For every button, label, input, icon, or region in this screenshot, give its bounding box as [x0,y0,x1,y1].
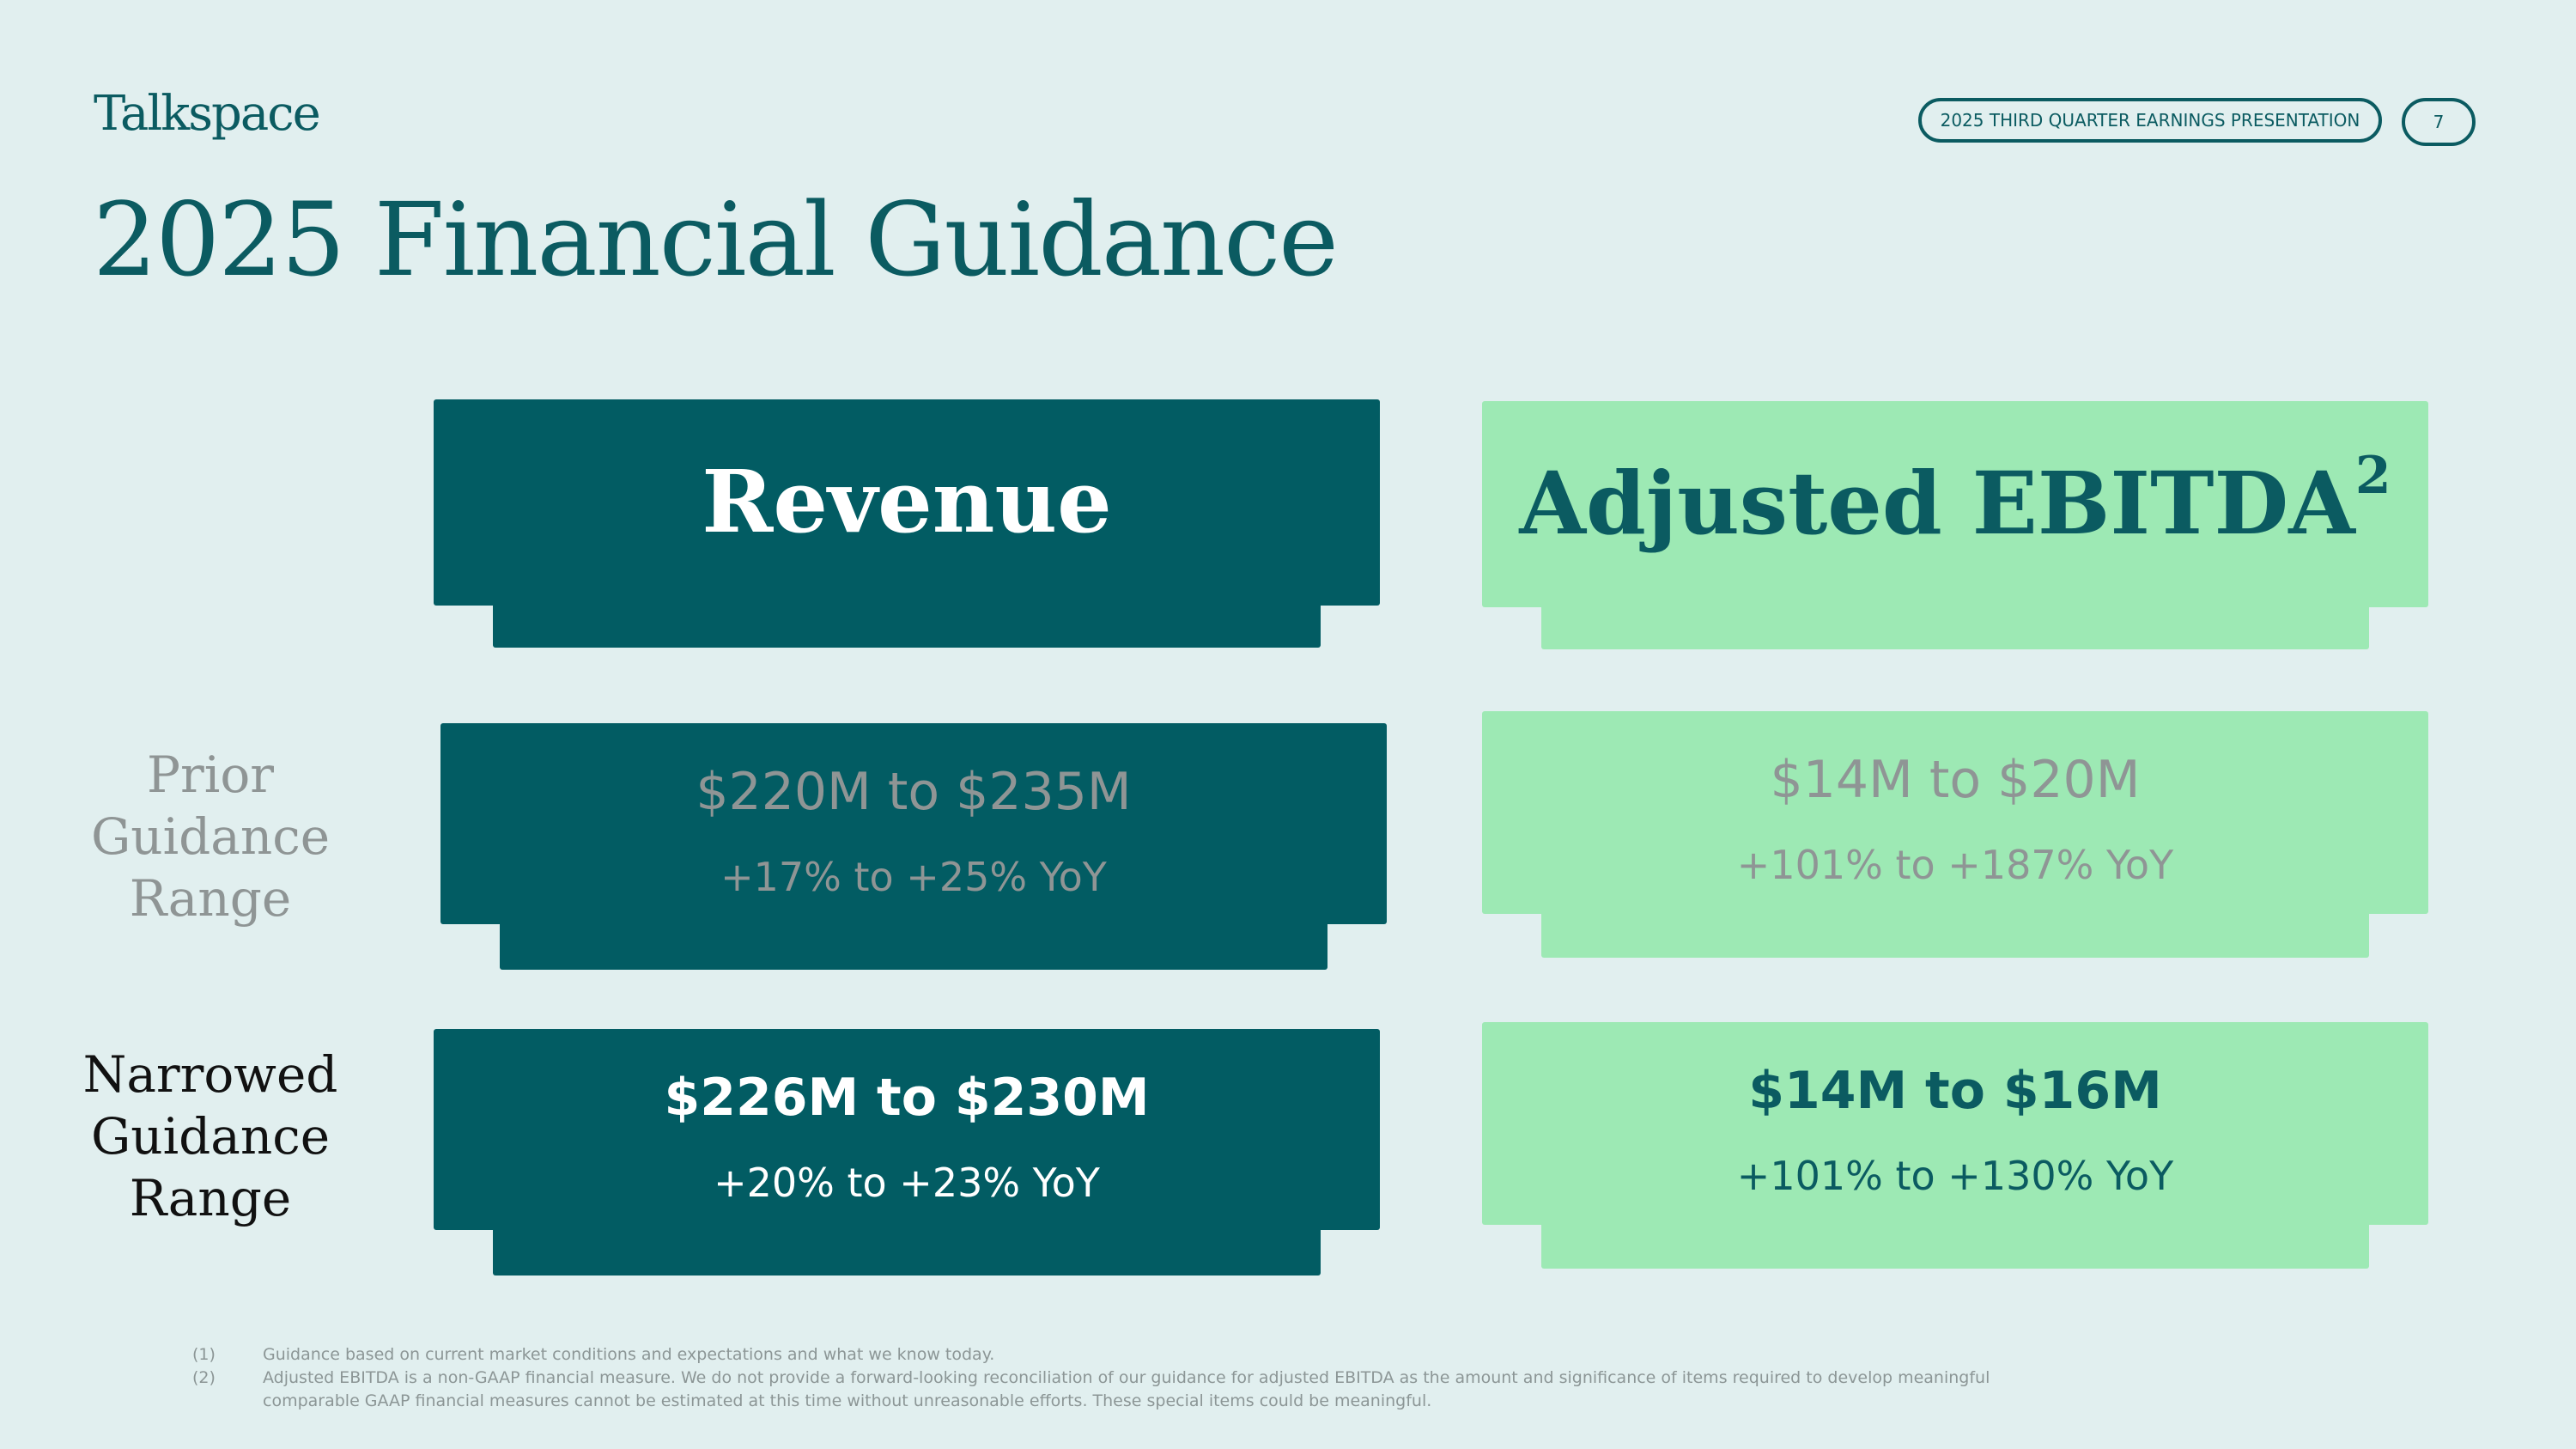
narrowed-ebitda-value: $14M to $16M [1748,1061,2162,1121]
prior-ebitda-value: $14M to $20M [1770,750,2141,810]
page-title: 2025 Financial Guidance [93,180,1339,299]
prior-revenue-card: $220M to $235M +17% to +25% YoY [440,723,1387,971]
presentation-badge: 2025 THIRD QUARTER EARNINGS PRESENTATION [1918,98,2382,143]
talkspace-logo: Talkspace [94,86,321,142]
narrowed-ebitda-card: $14M to $16M +101% to +130% YoY [1482,1022,2428,1269]
prior-revenue-value: $220M to $235M [696,762,1132,822]
page-number-badge: 7 [2402,98,2476,146]
prior-revenue-yoy: +17% to +25% YoY [720,854,1107,900]
revenue-header-card: Revenue [434,399,1380,648]
prior-ebitda-card: $14M to $20M +101% to +187% YoY [1482,711,2428,959]
ebitda-header-card: Adjusted EBITDA2 [1482,401,2428,650]
footnote-2-text: Adjusted EBITDA is a non-GAAP financial … [263,1368,1990,1387]
narrowed-revenue-value: $226M to $230M [664,1068,1150,1128]
narrowed-revenue-yoy: +20% to +23% YoY [714,1160,1100,1206]
prior-guidance-label: Prior Guidance Range [90,746,331,928]
footnote-2-text-cont: comparable GAAP financial measures canno… [263,1391,1432,1410]
prior-ebitda-yoy: +101% to +187% YoY [1736,842,2174,888]
ebitda-header: Adjusted EBITDA2 [1519,446,2391,554]
footnote-ref: 2 [2354,446,2391,506]
footnote-2-number: (2) [192,1368,216,1387]
revenue-header: Revenue [702,451,1112,552]
narrowed-guidance-label: Narrowed Guidance Range [82,1045,338,1227]
narrowed-ebitda-yoy: +101% to +130% YoY [1736,1153,2174,1199]
footnote-1-text: Guidance based on current market conditi… [263,1345,995,1364]
narrowed-revenue-card: $226M to $230M +20% to +23% YoY [434,1029,1380,1276]
footnote-1-number: (1) [192,1345,216,1364]
